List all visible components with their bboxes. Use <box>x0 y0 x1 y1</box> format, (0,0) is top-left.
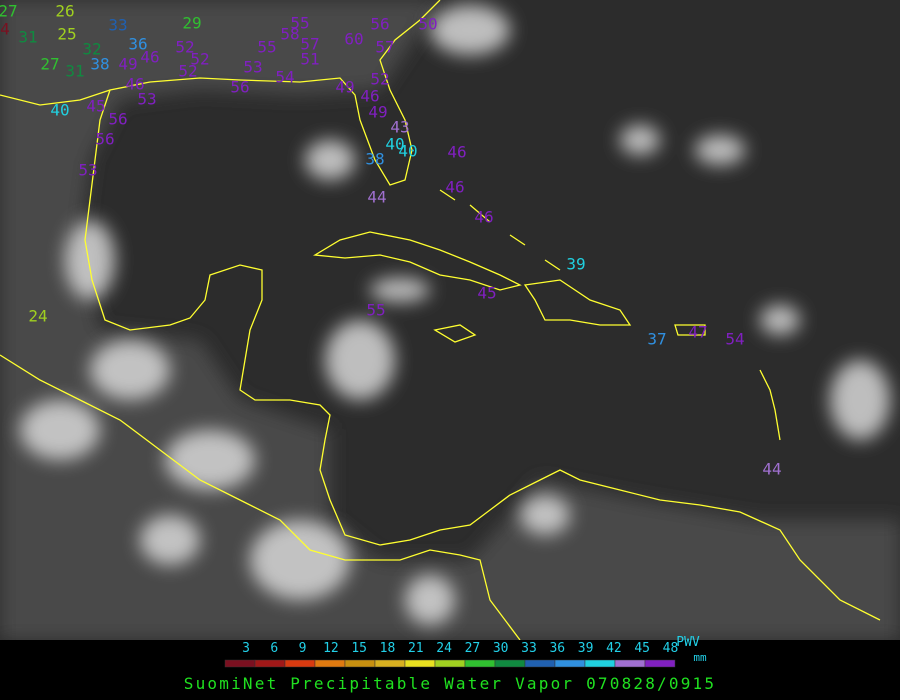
legend-swatch <box>374 659 406 668</box>
station-value: 44 <box>762 460 781 479</box>
station-value: 46 <box>474 208 493 227</box>
legend-tick-label: 21 <box>408 641 424 656</box>
station-value: 31 <box>65 62 84 81</box>
station-value: 37 <box>647 330 666 349</box>
legend-swatch <box>224 659 256 668</box>
station-value: 32 <box>82 40 101 59</box>
coastlines <box>0 0 881 641</box>
station-value: 56 <box>230 78 249 97</box>
legend-panel <box>0 640 900 700</box>
legend-swatch <box>254 659 286 668</box>
station-value: 56 <box>95 130 114 149</box>
station-value: 45 <box>477 284 496 303</box>
station-value: 56 <box>370 15 389 34</box>
station-value: 40 <box>385 135 404 154</box>
legend-swatch <box>614 659 646 668</box>
legend-swatch <box>644 659 676 668</box>
station-value: 4 <box>0 20 10 39</box>
station-value: 54 <box>275 68 294 87</box>
station-value: 58 <box>280 25 299 44</box>
legend-swatch <box>314 659 346 668</box>
station-value: 38 <box>365 150 384 169</box>
station-value: 46 <box>447 143 466 162</box>
station-value: 57 <box>375 38 394 57</box>
station-value: 52 <box>370 70 389 89</box>
legend-swatch <box>494 659 526 668</box>
title: SuomiNet Precipitable Water Vapor 070828… <box>184 674 716 693</box>
legend: 3 6 9 12 15 18 21 24 27 30 33 36 39 42 45 48 <box>224 641 679 668</box>
station-value: 52 <box>190 50 209 69</box>
legend-swatch <box>344 659 376 668</box>
station-value: 40 <box>398 142 417 161</box>
legend-tick-label: 30 <box>493 641 509 656</box>
station-value: 50 <box>418 15 437 34</box>
station-value: 31 <box>18 28 37 47</box>
station-value: 33 <box>108 16 127 35</box>
legend-tick-label: 48 <box>663 641 679 656</box>
legend-swatch <box>584 659 616 668</box>
station-value: 52 <box>178 62 197 81</box>
station-value: 53 <box>243 58 262 77</box>
station-value: 55 <box>290 14 309 33</box>
legend-swatch <box>554 659 586 668</box>
legend-tick-label: 3 <box>242 641 250 656</box>
legend-tick-label: 24 <box>436 641 452 656</box>
station-value: 27 <box>0 2 18 21</box>
station-value: 52 <box>175 38 194 57</box>
station-value: 27 <box>40 55 59 74</box>
station-value: 29 <box>182 14 201 33</box>
legend-tick-label: 42 <box>606 641 622 656</box>
legend-tick-label: 6 <box>270 641 278 656</box>
station-value: 49 <box>118 55 137 74</box>
station-value: 47 <box>688 323 707 342</box>
station-value: 46 <box>140 48 159 67</box>
station-value: 55 <box>257 38 276 57</box>
station-value: 49 <box>335 78 354 97</box>
legend-tick-label: 39 <box>578 641 594 656</box>
legend-tick-label: 36 <box>549 641 565 656</box>
station-value: 46 <box>125 75 144 94</box>
legend-swatch <box>464 659 496 668</box>
station-value: 45 <box>86 97 105 116</box>
legend-tick-label: 27 <box>465 641 481 656</box>
station-value: 53 <box>78 161 97 180</box>
unit-label: PWV <box>676 635 700 650</box>
station-value: 57 <box>300 35 319 54</box>
station-value: 49 <box>368 103 387 122</box>
legend-tick-label: 18 <box>380 641 396 656</box>
station-value: 54 <box>725 330 744 349</box>
station-value: 55 <box>366 301 385 320</box>
station-value: 38 <box>90 55 109 74</box>
station-value: 60 <box>344 30 363 49</box>
station-value: 46 <box>445 178 464 197</box>
station-value: 24 <box>28 307 47 326</box>
station-value: 43 <box>390 118 409 137</box>
unit-sub-label: mm <box>693 651 707 664</box>
station-value: 25 <box>57 25 76 44</box>
legend-tick-label: 12 <box>323 641 339 656</box>
station-value: 39 <box>566 255 585 274</box>
station-value: 44 <box>367 188 386 207</box>
station-value: 53 <box>137 90 156 109</box>
station-value: 40 <box>50 101 69 120</box>
clouds <box>20 5 890 625</box>
station-value: 56 <box>108 110 127 129</box>
station-value: 46 <box>360 87 379 106</box>
station-value: 51 <box>300 50 319 69</box>
legend-swatch <box>524 659 556 668</box>
station-value: 26 <box>55 2 74 21</box>
legend-swatch <box>284 659 316 668</box>
station-value: 36 <box>128 35 147 54</box>
legend-tick-label: 9 <box>299 641 307 656</box>
legend-swatch <box>434 659 466 668</box>
legend-tick-label: 45 <box>634 641 650 656</box>
legend-tick-label: 33 <box>521 641 537 656</box>
legend-swatch <box>404 659 436 668</box>
legend-tick-label: 15 <box>351 641 367 656</box>
